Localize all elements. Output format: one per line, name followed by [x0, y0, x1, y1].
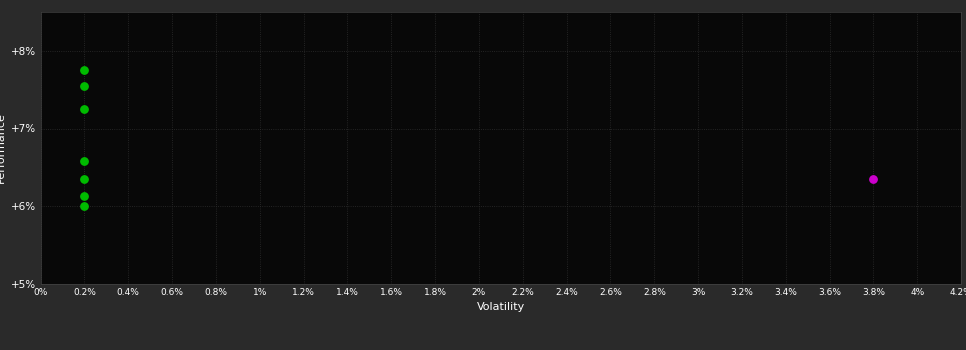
- Point: [76, 68, 92, 73]
- Point: [76, 176, 92, 182]
- Point: [76, 158, 92, 164]
- Point: [76, 83, 92, 89]
- X-axis label: Volatility: Volatility: [477, 302, 525, 312]
- Point: [866, 176, 881, 182]
- Point: [76, 203, 92, 209]
- Point: [76, 106, 92, 112]
- Y-axis label: Performance: Performance: [0, 112, 6, 183]
- Point: [76, 193, 92, 199]
